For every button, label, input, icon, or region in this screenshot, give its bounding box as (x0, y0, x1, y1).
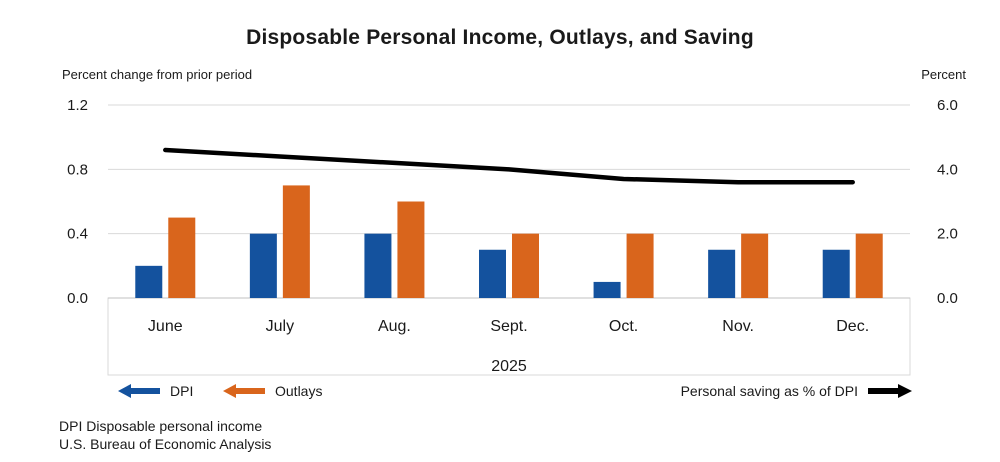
bar-outlays-Aug (397, 201, 425, 298)
right-axis-tick-4.0: 4.0 (937, 161, 958, 178)
saving-arrow-shape (868, 384, 912, 398)
bar-dpi-Dec (822, 249, 850, 298)
x-tick-june: June (148, 318, 183, 335)
bar-dpi-July (249, 233, 277, 298)
outlays-left-arrow-icon (223, 384, 265, 398)
right-axis-tick-6.0: 6.0 (937, 97, 958, 114)
right-axis-tick-0.0: 0.0 (937, 290, 958, 307)
x-axis-year-label: 2025 (491, 358, 527, 375)
legend-dpi: DPI (118, 383, 193, 399)
right-axis-unit-label: Percent (921, 67, 966, 82)
left-axis-tick-0.0: 0.0 (67, 290, 88, 307)
x-tick-sept: Sept. (490, 318, 527, 335)
left-axis-tick-0.4: 0.4 (67, 226, 88, 243)
bar-outlays-Oct (626, 233, 654, 298)
x-tick-dec: Dec. (836, 318, 869, 335)
x-tick-july: July (266, 318, 294, 335)
left-axis-tick-1.2: 1.2 (67, 97, 88, 114)
bar-outlays-Dec (855, 233, 883, 298)
footnote-dpi-definition: DPI Disposable personal income (59, 418, 263, 434)
bar-outlays-July (282, 185, 310, 298)
x-tick-aug: Aug. (378, 318, 411, 335)
bar-dpi-Sept (479, 249, 506, 298)
chart-title: Disposable Personal Income, Outlays, and… (246, 26, 754, 49)
x-tick-nov: Nov. (722, 318, 754, 335)
bar-outlays-Sept (512, 233, 539, 298)
legend-saving-label: Personal saving as % of DPI (680, 383, 858, 399)
bar-outlays-June (168, 217, 196, 298)
bar-outlays-Nov (741, 233, 769, 298)
right-axis-tick-2.0: 2.0 (937, 226, 958, 243)
dpi-left-arrow-icon (118, 384, 160, 398)
left-axis-tick-0.8: 0.8 (67, 161, 88, 178)
legend-saving: Personal saving as % of DPI (681, 383, 912, 399)
saving-rate-line (163, 147, 855, 185)
footnote-source: U.S. Bureau of Economic Analysis (59, 436, 272, 452)
legend-outlays-label: Outlays (275, 383, 323, 399)
bar-dpi-Nov (708, 249, 736, 298)
dpi-arrow-shape (118, 384, 160, 398)
saving-right-arrow-icon (868, 384, 912, 398)
bar-dpi-June (135, 265, 163, 298)
bar-dpi-Oct (593, 281, 621, 298)
legend-outlays: Outlays (223, 383, 322, 399)
x-tick-oct: Oct. (609, 318, 638, 335)
bar-dpi-Aug (364, 233, 392, 298)
legend-dpi-label: DPI (170, 383, 194, 399)
outlays-arrow-shape (223, 384, 265, 398)
left-axis-unit-label: Percent change from prior period (62, 67, 253, 82)
